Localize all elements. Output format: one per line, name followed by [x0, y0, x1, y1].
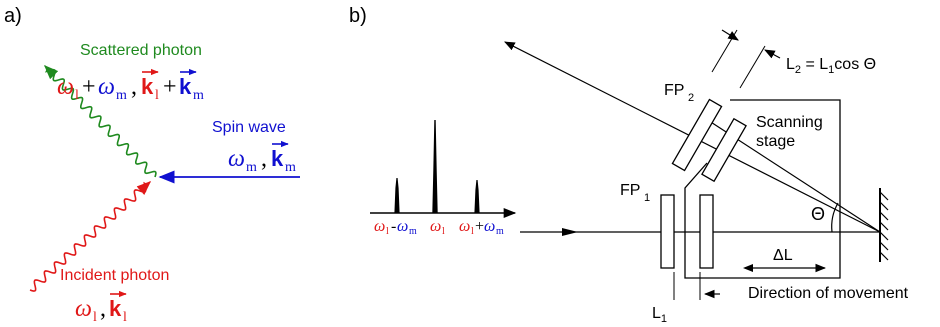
- scattered-photon-label: Scattered photon: [80, 42, 202, 59]
- spin-wave-label: Spin wave: [212, 119, 286, 136]
- fp1-plate-left: [660, 194, 675, 269]
- spectrum-peak-center: [432, 119, 438, 214]
- theta-label: Θ: [811, 204, 825, 224]
- omega-l-symbol: ω: [430, 218, 441, 235]
- scanning-stage-frame: [684, 99, 841, 279]
- l2-L: L: [786, 56, 795, 73]
- k-m-symbol: k: [179, 74, 192, 99]
- panel-b-label: b): [349, 5, 367, 27]
- spectrum-peak-left: [394, 177, 400, 214]
- fp1-label: FP: [620, 182, 640, 199]
- plus-sign: +: [163, 74, 177, 100]
- scanning-label: Scanning: [756, 114, 823, 131]
- sub-l: l: [471, 226, 474, 237]
- l1-sub: 1: [661, 313, 667, 325]
- sub-m: m: [285, 160, 296, 175]
- plus-sign: +: [475, 218, 484, 235]
- l2-sub1: 1: [828, 64, 834, 76]
- mirror: [879, 188, 889, 262]
- k-l-symbol: k: [109, 296, 122, 321]
- fp1-plate-right: [699, 194, 714, 269]
- fp2-plate-outer: [671, 98, 723, 172]
- delta-l-label: ΔL: [773, 247, 793, 264]
- theta-arc: [831, 202, 839, 233]
- omega-m-symbol: ω: [484, 218, 495, 235]
- beam-arrowhead: [562, 228, 578, 236]
- k-l-symbol: k: [141, 74, 154, 99]
- sub-l: l: [93, 310, 97, 325]
- omega-m-symbol: ω: [397, 218, 408, 235]
- sub-l: l: [75, 88, 79, 103]
- fp2-label: FP: [664, 82, 684, 99]
- comma: ,: [100, 296, 106, 322]
- stage-label: stage: [756, 133, 795, 150]
- direction-label: Direction of movement: [748, 285, 909, 302]
- delta-l-arrowhead-left: [743, 264, 753, 272]
- incident-formula: ω l , k l: [75, 290, 127, 325]
- omega-m-symbol: ω: [98, 74, 115, 100]
- l1-label: L1: [652, 305, 667, 325]
- comma: ,: [131, 74, 137, 100]
- spin-formula: ω m , k m: [228, 140, 296, 175]
- l2-sub: 2: [795, 64, 801, 76]
- sub-m: m: [246, 160, 257, 175]
- l2-equation: L2 = L1cos Θ: [786, 56, 876, 76]
- sub-l: l: [386, 226, 389, 237]
- omega-l-symbol: ω: [374, 218, 385, 235]
- sub-m: m: [116, 88, 127, 103]
- panel-a-label: a): [4, 5, 22, 27]
- minus-sign: -: [391, 218, 396, 235]
- l1-dimension: [673, 272, 701, 300]
- omega-m-symbol: ω: [228, 146, 245, 172]
- sub-m: m: [496, 226, 504, 237]
- spectrum-labels: ω l - ω m ω l ω l + ω m: [374, 218, 504, 237]
- sub-m: m: [409, 226, 417, 237]
- plus-sign: +: [82, 74, 96, 100]
- k-m-symbol: k: [271, 146, 284, 171]
- spectrum-peak-right: [474, 179, 480, 214]
- omega-l-symbol: ω: [57, 74, 74, 100]
- fp2-subscript: 2: [688, 92, 694, 104]
- l2-rhs: = L: [801, 56, 828, 73]
- scattered-photon-wave: [43, 64, 157, 178]
- comma: ,: [261, 146, 267, 172]
- fp1-subscript: 1: [644, 192, 650, 204]
- omega-l-symbol: ω: [75, 296, 92, 322]
- sub-l: l: [155, 88, 159, 103]
- sub-l: l: [123, 310, 127, 325]
- incident-photon-wave: [29, 181, 152, 292]
- l2-tail: cos Θ: [834, 56, 876, 73]
- sub-l: l: [442, 226, 445, 237]
- l2-dimension: [711, 29, 781, 89]
- scattered-formula: ω l + ω m , k l + k m: [57, 68, 204, 103]
- l1-L: L: [652, 305, 661, 322]
- fp2-plate-inner: [701, 117, 747, 183]
- incident-photon-label: Incident photon: [60, 267, 169, 284]
- sub-m: m: [193, 88, 204, 103]
- omega-l-symbol: ω: [459, 218, 470, 235]
